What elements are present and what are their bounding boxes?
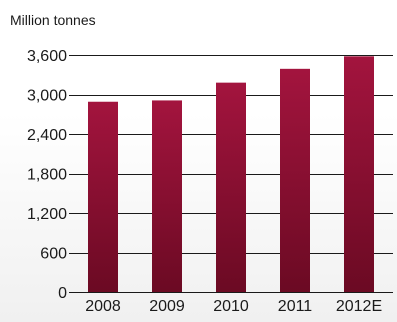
x-category-label: 2012E [336, 298, 382, 315]
bar-2012E [344, 56, 374, 292]
y-tick-label: 3,600 [27, 48, 67, 65]
y-axis-unit-label: Million tonnes [10, 12, 96, 28]
y-tick-label: 1,800 [27, 167, 67, 184]
y-tick-label: 3,000 [27, 88, 67, 105]
x-category-label: 2010 [213, 298, 249, 315]
bars [88, 56, 374, 293]
y-tick-label: 2,400 [27, 127, 67, 144]
y-tick-label: 1,200 [27, 206, 67, 223]
y-tick-label: 0 [58, 285, 67, 302]
y-tick-label: 600 [40, 246, 67, 263]
bar-2008 [88, 101, 118, 292]
bar-2009 [152, 100, 182, 292]
x-axis-categories: 2008 2009 2010 2011 2012E [85, 298, 382, 315]
y-axis-ticks: 0 600 1,200 1,800 2,400 3,000 3,600 [27, 48, 75, 302]
x-category-label: 2011 [278, 298, 313, 315]
x-category-label: 2009 [149, 298, 185, 315]
bar-2011 [280, 68, 310, 292]
bar-2010 [216, 82, 246, 293]
x-category-label: 2008 [85, 298, 121, 315]
